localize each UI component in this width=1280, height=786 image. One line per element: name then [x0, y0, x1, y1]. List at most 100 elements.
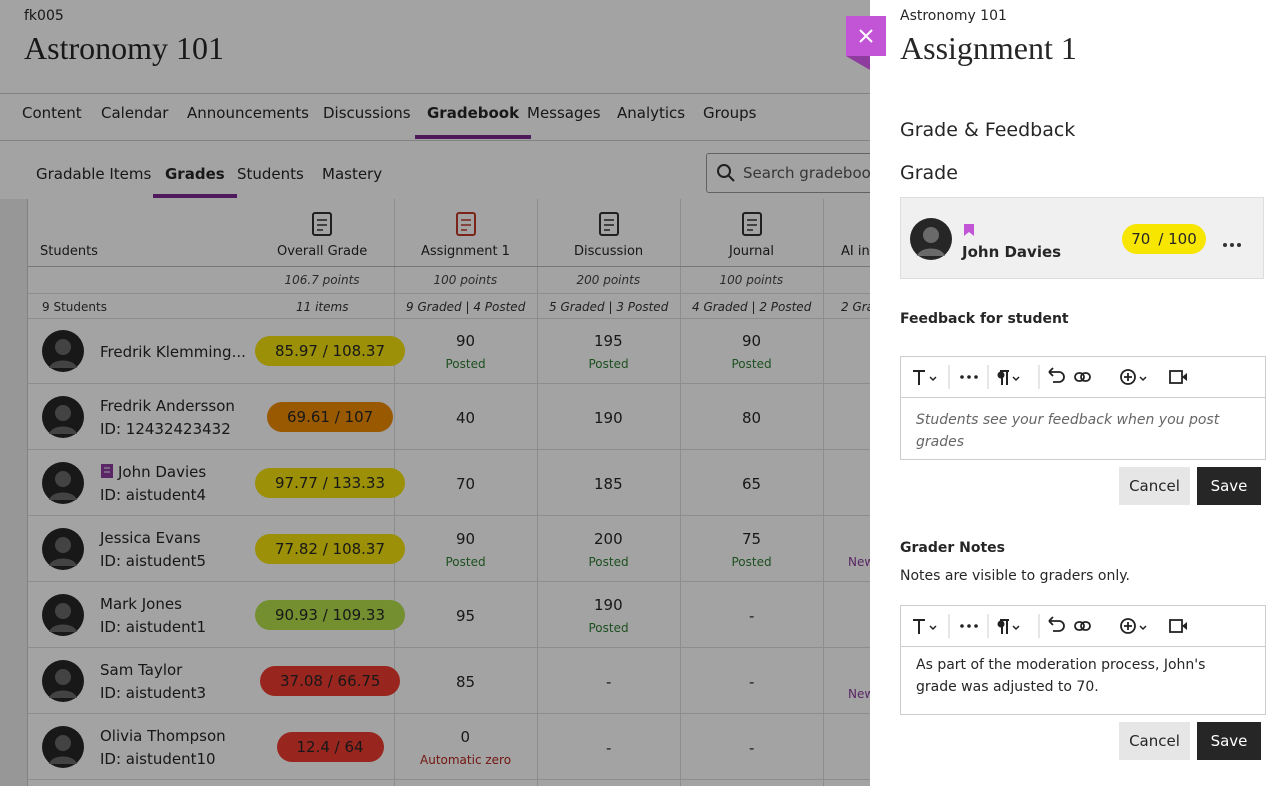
score[interactable]: 75 — [742, 530, 762, 548]
summary-label: 5 Graded | 3 Posted — [549, 300, 669, 314]
score-status: Posted — [588, 555, 629, 569]
score[interactable]: 190 — [594, 409, 623, 427]
header-divider — [28, 266, 870, 267]
student-name[interactable]: Sam Taylor — [100, 661, 183, 679]
overall-grade[interactable]: 90.93 / 109.33 — [255, 600, 406, 630]
subnav-tab[interactable]: Gradable Items — [36, 165, 152, 183]
overall-grade[interactable]: 85.97 / 108.37 — [255, 336, 406, 366]
row-divider — [28, 449, 870, 450]
flag-icon — [100, 463, 114, 483]
avatar — [42, 726, 84, 772]
student-id: ID: aistudent4 — [100, 486, 207, 504]
student-name[interactable]: Mark Jones — [100, 595, 182, 613]
score[interactable]: 90 — [456, 530, 476, 548]
score[interactable]: 40 — [456, 409, 476, 427]
avatar-svg — [42, 528, 84, 570]
overall-grade[interactable]: 12.4 / 64 — [276, 732, 384, 762]
student-name: John Davies — [962, 243, 1062, 261]
nav-tab[interactable]: Discussions — [323, 104, 411, 122]
score[interactable]: 200 — [594, 530, 623, 548]
student-name[interactable]: Fredrik Klemming... — [100, 343, 246, 361]
column-icon — [597, 211, 621, 241]
column-header[interactable]: Overall Grade — [277, 244, 368, 259]
points-label: 100 points — [719, 273, 784, 287]
overall-grade[interactable]: 37.08 / 66.75 — [260, 666, 401, 696]
editor-toolbar — [901, 606, 1265, 647]
column-header[interactable]: Students — [40, 244, 98, 259]
cancel-button[interactable]: Cancel — [1119, 722, 1190, 760]
student-id: ID: 12432423432 — [100, 420, 231, 438]
student-name[interactable]: Fredrik Andersson — [100, 397, 235, 415]
score-status: Automatic zero — [420, 753, 512, 767]
subnav-tab[interactable]: Mastery — [322, 165, 383, 183]
avatar — [42, 660, 84, 706]
score[interactable]: - — [749, 607, 755, 625]
points-label: 200 points — [576, 273, 641, 287]
avatar-svg — [42, 330, 84, 372]
feedback-label: Feedback for student — [900, 311, 1069, 327]
subnav-tab[interactable]: Grades — [165, 165, 225, 183]
student-name[interactable]: John Davies — [118, 463, 207, 481]
more-menu — [1222, 234, 1242, 253]
row-divider — [28, 779, 870, 780]
overall-grade[interactable]: 97.77 / 133.33 — [255, 468, 406, 498]
toolbar-icons[interactable] — [901, 357, 1265, 397]
nav-tab[interactable]: Announcements — [187, 104, 309, 122]
subnav-active-underline — [153, 194, 237, 198]
score[interactable]: - — [749, 739, 755, 757]
panel-course: Astronomy 101 — [900, 8, 1007, 24]
score[interactable]: 185 — [594, 475, 623, 493]
score[interactable]: 190 — [594, 596, 623, 614]
avatar — [910, 218, 952, 264]
score[interactable]: 90 — [742, 332, 762, 350]
toolbar-icons[interactable] — [901, 606, 1265, 646]
editor-text[interactable]: Students see your feedback when you post… — [916, 412, 1220, 450]
score[interactable]: - — [606, 739, 612, 757]
column-header[interactable]: Discussion — [574, 244, 644, 259]
nav-tab[interactable]: Content — [22, 104, 82, 122]
grade-pill[interactable]: 70 / 100 — [1122, 224, 1206, 254]
student-id: ID: aistudent10 — [100, 750, 216, 768]
grade-max: / 100 — [1158, 230, 1197, 248]
column-header[interactable]: AI in — [841, 244, 870, 259]
search-icon-svg — [717, 164, 735, 182]
score[interactable]: 80 — [742, 409, 762, 427]
close-icon — [859, 29, 873, 43]
student-id: ID: aistudent5 — [100, 552, 207, 570]
save-button[interactable]: Save — [1197, 722, 1261, 760]
summary-label: 4 Graded | 2 Posted — [692, 300, 812, 314]
side-panel: Astronomy 101 Assignment 1 Grade & Feedbac… — [870, 0, 1280, 786]
column-icon-svg — [312, 212, 332, 236]
overall-grade[interactable]: 77.82 / 108.37 — [255, 534, 406, 564]
nav-tab[interactable]: Analytics — [617, 104, 686, 122]
nav-tab[interactable]: Messages — [527, 104, 601, 122]
score[interactable]: 95 — [456, 607, 476, 625]
score[interactable]: 85 — [456, 673, 476, 691]
score[interactable]: 65 — [742, 475, 762, 493]
column-divider — [680, 199, 681, 786]
panel-title: Assignment 1 — [900, 30, 1077, 66]
close-button[interactable] — [846, 16, 886, 56]
score[interactable]: - — [606, 673, 612, 691]
score[interactable]: 195 — [594, 332, 623, 350]
save-button[interactable]: Save — [1197, 467, 1261, 505]
score[interactable]: 70 — [456, 475, 476, 493]
column-header[interactable]: Journal — [729, 244, 774, 259]
column-divider — [537, 199, 538, 786]
cancel-button[interactable]: Cancel — [1119, 467, 1190, 505]
nav-tab[interactable]: Groups — [703, 104, 757, 122]
student-name[interactable]: Olivia Thompson — [100, 727, 226, 745]
editor-text[interactable]: As part of the moderation process, John'… — [916, 657, 1206, 695]
student-name[interactable]: Jessica Evans — [100, 529, 201, 547]
score[interactable]: 0 — [460, 728, 471, 746]
score-status: Posted — [731, 555, 772, 569]
nav-tab[interactable]: Gradebook — [427, 104, 520, 122]
overall-grade[interactable]: 69.61 / 107 — [267, 402, 394, 432]
column-icon — [454, 211, 478, 241]
column-header[interactable]: Assignment 1 — [421, 244, 510, 259]
nav-tab[interactable]: Calendar — [101, 104, 169, 122]
subnav-tab[interactable]: Students — [237, 165, 304, 183]
score[interactable]: - — [749, 673, 755, 691]
score[interactable]: 90 — [456, 332, 476, 350]
